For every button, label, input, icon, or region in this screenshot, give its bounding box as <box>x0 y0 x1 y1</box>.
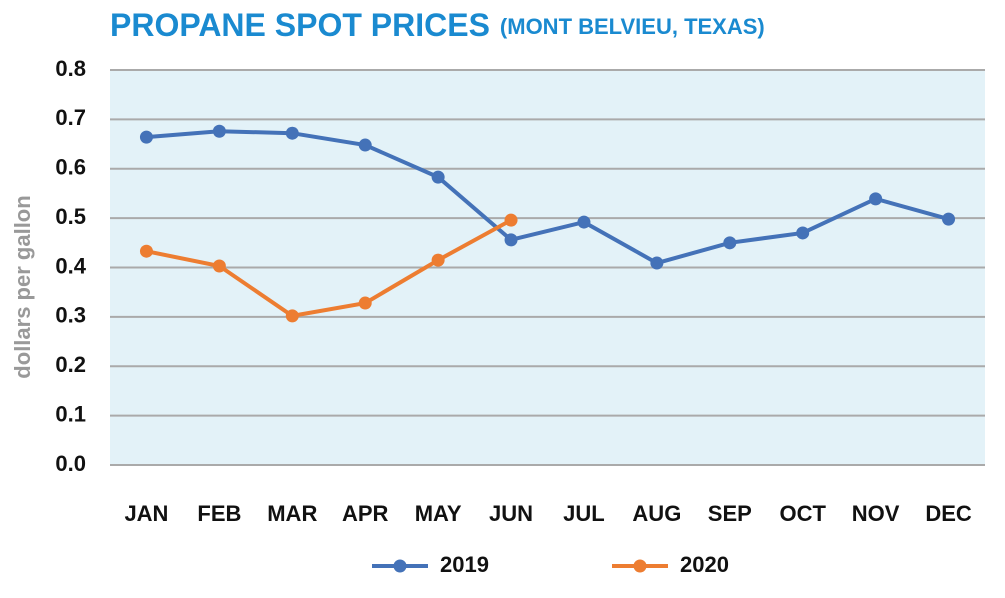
y-tick-label: 0.6 <box>55 155 86 180</box>
data-point <box>358 296 372 310</box>
data-point <box>285 126 299 140</box>
data-point <box>285 309 299 323</box>
y-tick-label: 0.7 <box>55 105 86 130</box>
x-tick-label: MAY <box>415 501 462 526</box>
legend-marker <box>393 559 407 573</box>
y-tick-label: 0.2 <box>55 352 86 377</box>
series-line <box>146 218 513 318</box>
legend-label: 2020 <box>680 552 729 577</box>
x-tick-label: AUG <box>632 501 681 526</box>
x-tick-label: SEP <box>708 501 752 526</box>
data-point <box>796 226 810 240</box>
data-point <box>869 192 883 206</box>
x-tick-label: JAN <box>124 501 168 526</box>
x-tick-label: OCT <box>779 501 826 526</box>
y-tick-label: 0.1 <box>55 401 86 426</box>
x-tick-label: FEB <box>197 501 241 526</box>
x-tick-label: MAR <box>267 501 317 526</box>
x-tick-label: JUL <box>563 501 605 526</box>
data-point <box>504 233 518 247</box>
data-point <box>431 253 445 267</box>
y-tick-label: 0.3 <box>55 303 86 328</box>
data-point <box>212 124 226 138</box>
data-point <box>723 236 737 250</box>
y-axis-label: dollars per gallon <box>10 195 35 378</box>
y-tick-label: 0.0 <box>55 451 86 476</box>
data-point <box>431 170 445 184</box>
legend-marker <box>633 559 647 573</box>
data-point <box>212 259 226 273</box>
series-line <box>146 129 950 266</box>
data-point <box>577 215 591 229</box>
title: PROPANE SPOT PRICES <box>110 7 490 43</box>
y-tick-label: 0.5 <box>55 204 86 229</box>
subtitle: (MONT BELVIEU, TEXAS) <box>500 14 765 39</box>
x-tick-label: NOV <box>852 501 900 526</box>
chart-title: PROPANE SPOT PRICES (MONT BELVIEU, TEXAS) <box>110 7 765 43</box>
x-tick-label: DEC <box>925 501 972 526</box>
x-tick-label: APR <box>342 501 389 526</box>
data-point <box>942 212 956 226</box>
y-tick-label: 0.4 <box>55 253 86 278</box>
data-point <box>650 256 664 270</box>
x-tick-label: JUN <box>489 501 533 526</box>
data-point <box>139 130 153 144</box>
data-point <box>139 244 153 258</box>
y-tick-label: 0.8 <box>55 56 86 81</box>
data-point <box>504 213 518 227</box>
legend-label: 2019 <box>440 552 489 577</box>
data-point <box>358 138 372 152</box>
